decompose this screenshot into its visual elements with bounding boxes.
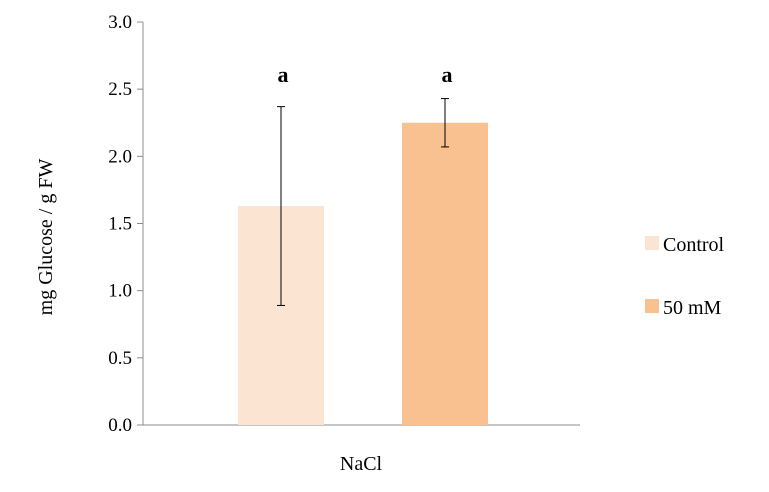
x-category-label: NaCl [340,453,383,475]
y-tick-label: 1.5 [108,214,132,235]
legend-label: Control [663,234,725,256]
y-tick-label: 0.0 [108,415,132,436]
y-tick-label: 2.5 [108,79,132,100]
bar [402,122,488,425]
significance-label: a [278,62,289,87]
y-tick-label: 0.5 [108,348,132,369]
legend-label: 50 mM [663,297,722,319]
legend-swatch [645,299,659,313]
legend: Control 50 mM [645,234,725,319]
plot-area: 0.0 0.5 1.0 1.5 2.0 2.5 3.0 a a NaCl [108,12,580,475]
y-tick-label: 3.0 [108,12,132,33]
y-tick-label: 1.0 [108,281,132,302]
significance-label: a [442,62,453,87]
y-axis-title: mg Glucose / g FW [35,159,57,316]
legend-swatch [645,236,659,250]
y-tick-label: 2.0 [108,146,132,167]
